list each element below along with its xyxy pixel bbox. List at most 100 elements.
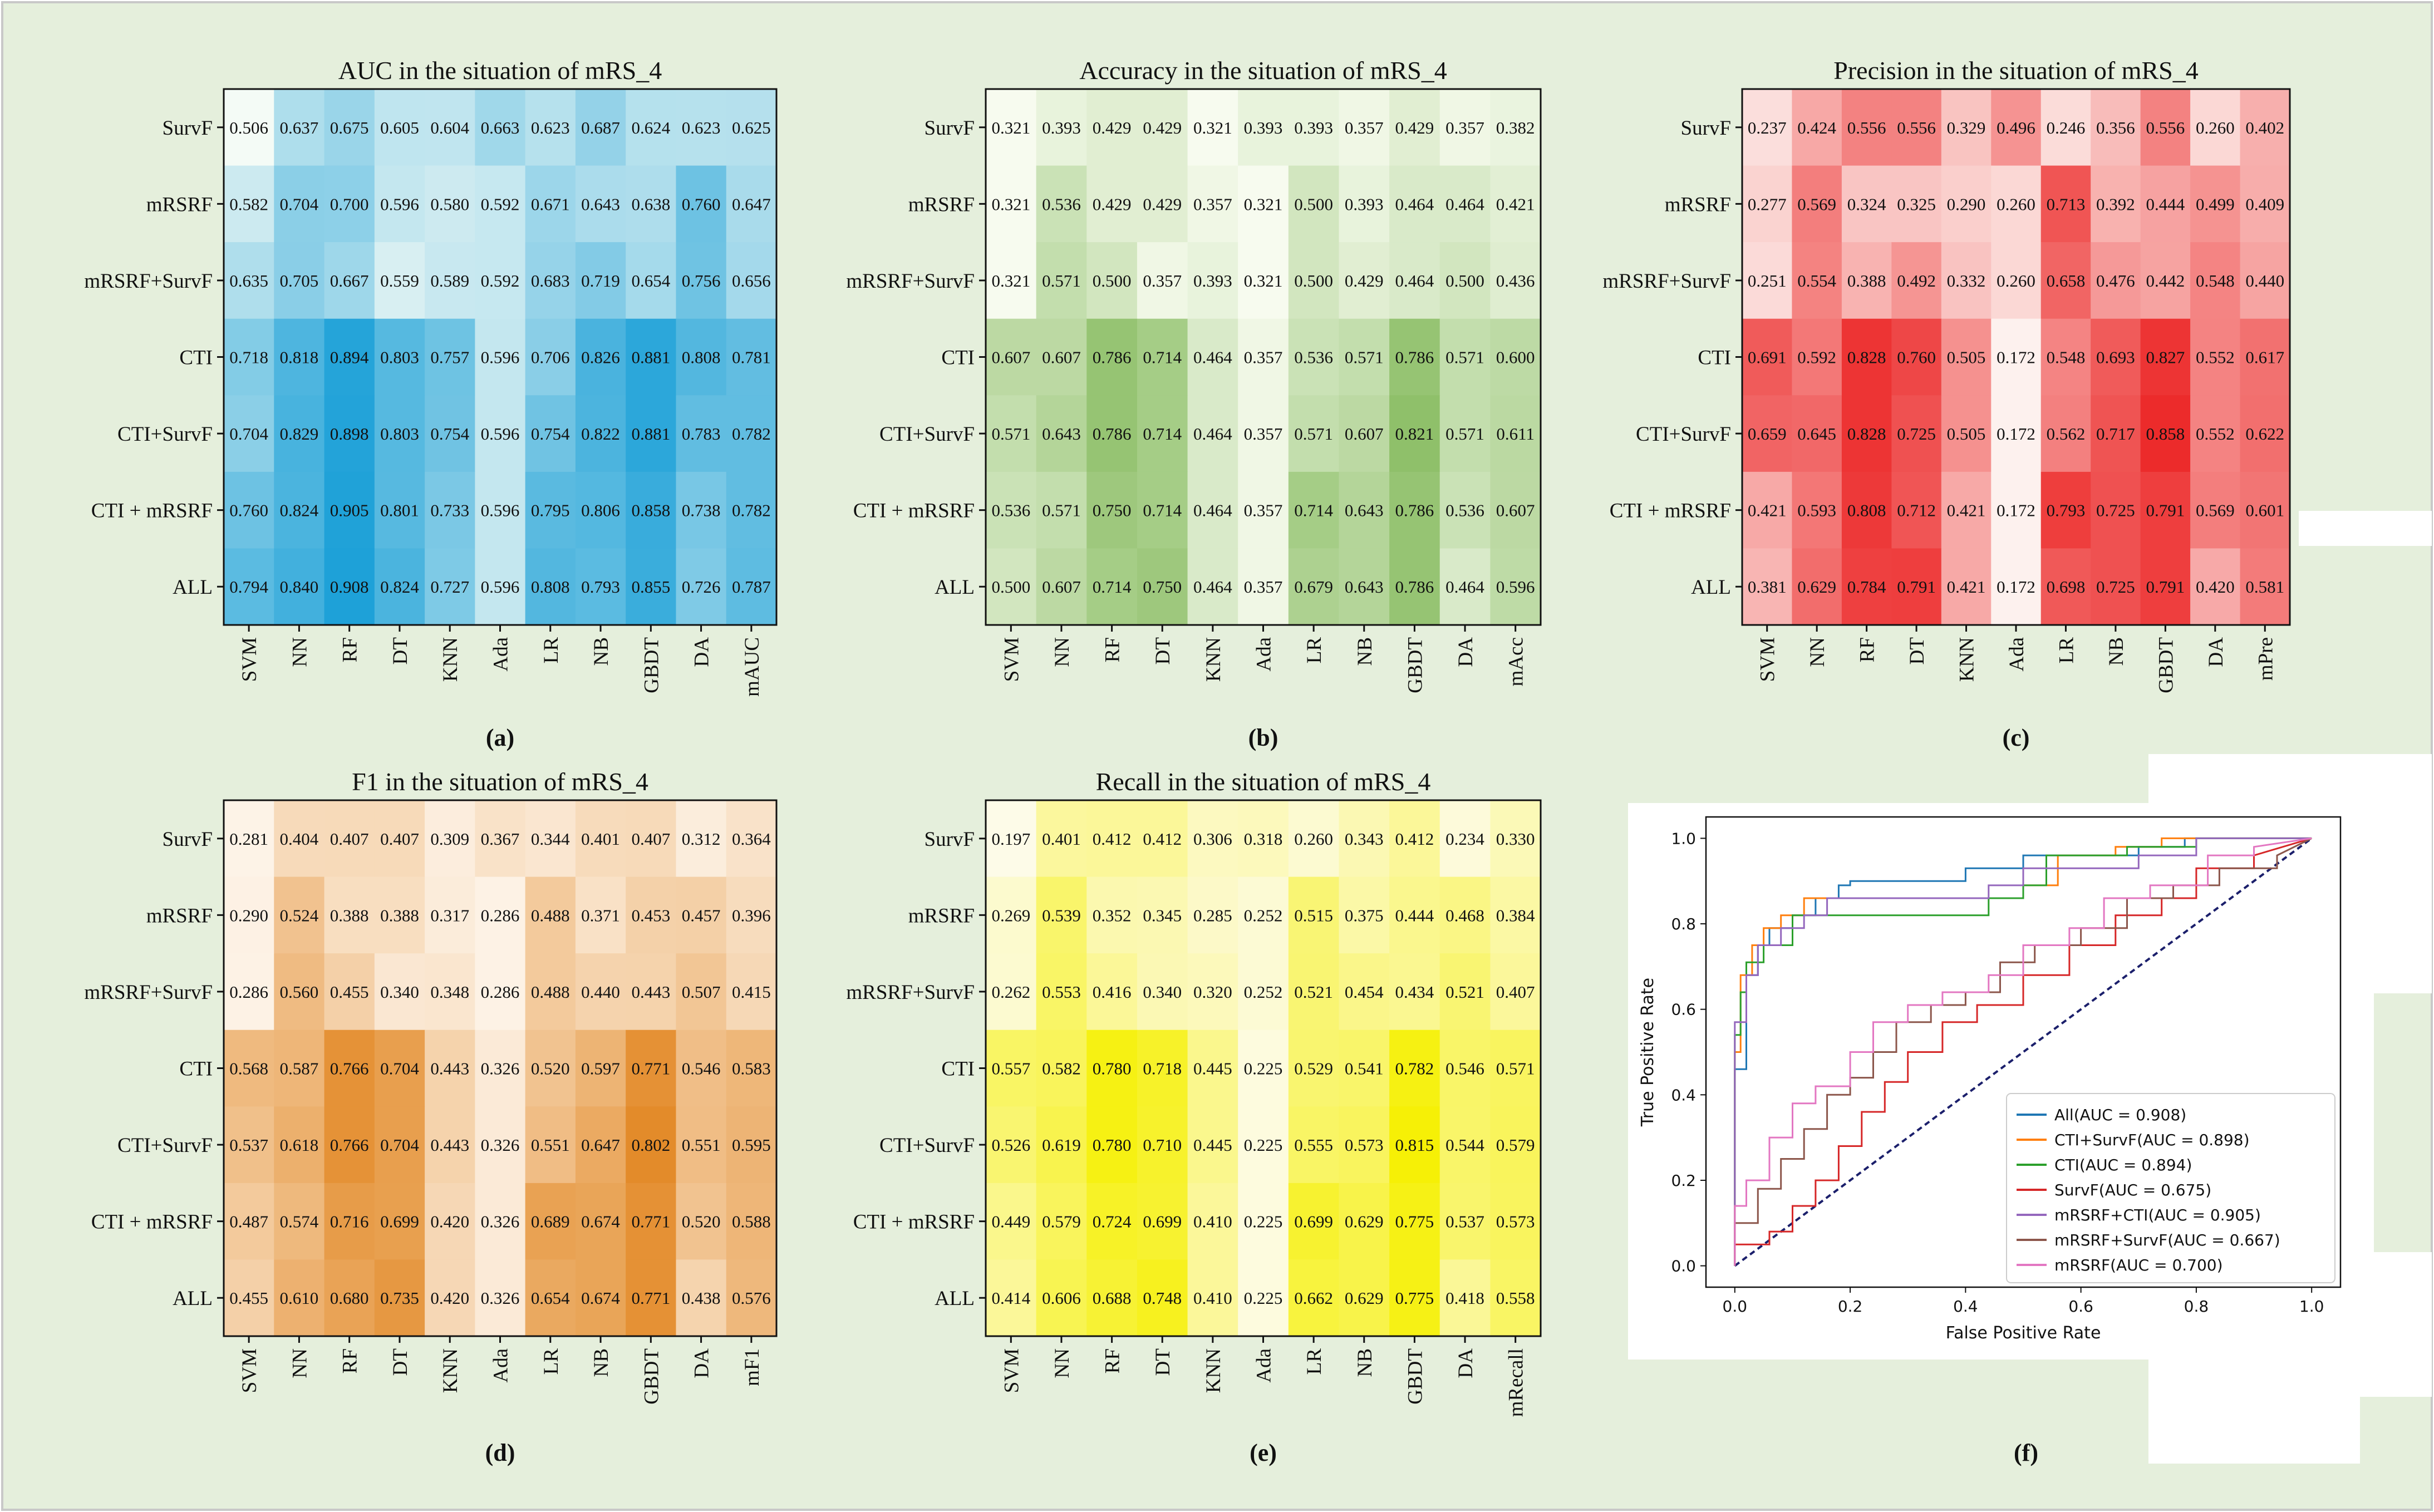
cell-value: 0.787 [732, 577, 771, 597]
cell-value: 0.505 [1947, 424, 1986, 444]
col-label: DA [691, 1348, 714, 1378]
heatmap-cell [1389, 165, 1440, 243]
heatmap-cell [1891, 165, 1942, 243]
heatmap-cell [2140, 165, 2191, 243]
cell-value: 0.826 [581, 348, 620, 367]
heatmap-cell [726, 1030, 777, 1107]
heatmap-cell [475, 1259, 526, 1337]
heatmap-cell [1238, 89, 1289, 166]
cell-value: 0.717 [2096, 424, 2135, 444]
row-label: mRSRF [146, 193, 213, 216]
heatmap-cell [425, 1183, 475, 1260]
heatmap-cell [1339, 800, 1390, 878]
row-label: ALL [935, 576, 975, 599]
heatmap-cell [1238, 395, 1289, 472]
cell-value: 0.756 [682, 271, 721, 290]
heatmap-cell [224, 89, 274, 166]
cell-value: 0.321 [1244, 194, 1283, 214]
cell-value: 0.286 [229, 982, 268, 1002]
col-label: mPre [2254, 637, 2277, 681]
heatmap-cell [1841, 242, 1892, 319]
heatmap-cell [1086, 1183, 1138, 1260]
col-label: mAUC [741, 637, 764, 697]
cell-value: 0.754 [430, 424, 469, 444]
heatmap-cell [1490, 1106, 1541, 1184]
heatmap-cell [2190, 318, 2241, 396]
heatmap-cell [1086, 1259, 1138, 1337]
cell-value: 0.487 [229, 1212, 268, 1232]
heatmap-cell [475, 89, 526, 166]
row-label: CTI + mRSRF [853, 1211, 975, 1234]
heatmap-cell [1339, 165, 1390, 243]
heatmap-cell [324, 800, 375, 878]
cell-value: 0.410 [1193, 1288, 1232, 1308]
heatmap-cell [224, 800, 274, 878]
heatmap-cell [2240, 471, 2290, 549]
cell-value: 0.309 [430, 829, 469, 849]
roc-curve [1734, 837, 2312, 1266]
cell-value: 0.727 [430, 577, 469, 597]
heatmap-cell [374, 89, 425, 166]
heatmap-cell [1086, 548, 1138, 626]
heatmap-cell [475, 1106, 526, 1184]
cell-value: 0.786 [1395, 577, 1434, 597]
cell-value: 0.705 [280, 271, 319, 290]
cell-value: 0.556 [1897, 118, 1936, 137]
cell-value: 0.420 [2196, 577, 2235, 597]
col-label: Ada [2005, 637, 2028, 672]
cell-value: 0.629 [1345, 1288, 1384, 1308]
col-label: DA [1454, 637, 1477, 667]
cell-value: 0.375 [1345, 905, 1384, 925]
heatmap-cell [575, 89, 626, 166]
cell-value: 0.568 [229, 1059, 268, 1078]
cell-value: 0.558 [1496, 1288, 1535, 1308]
cell-value: 0.290 [1947, 194, 1986, 214]
cell-value: 0.429 [1345, 271, 1384, 290]
heatmap-cell [1238, 953, 1289, 1031]
heatmap-cell [374, 165, 425, 243]
heatmap-cell [1238, 548, 1289, 626]
heatmap-cell [374, 953, 425, 1031]
cell-value: 0.718 [1143, 1059, 1182, 1078]
cell-value: 0.324 [1847, 194, 1886, 214]
cell-value: 0.643 [1345, 577, 1384, 597]
heatmap-cell [425, 318, 475, 396]
cell-value: 0.617 [2245, 348, 2284, 367]
heatmap-cell [374, 1106, 425, 1184]
heatmap-cell [2140, 89, 2191, 166]
cell-value: 0.457 [682, 905, 721, 925]
col-label: GBDT [640, 637, 663, 693]
heatmap-cell [475, 800, 526, 878]
cell-value: 0.757 [430, 348, 469, 367]
cell-value: 0.454 [1345, 982, 1384, 1002]
cell-value: 0.569 [2196, 501, 2235, 520]
heatmap-cell [324, 1030, 375, 1107]
y-tick-label: 1.0 [1671, 829, 1696, 848]
heatmap-cell [1137, 548, 1188, 626]
cell-value: 0.706 [531, 348, 570, 367]
heatmap-cell [525, 89, 576, 166]
heatmap-cell [1137, 471, 1188, 549]
heatmap-cell [1086, 395, 1138, 472]
col-label: DA [691, 637, 714, 667]
cell-value: 0.464 [1395, 194, 1434, 214]
row-label: SurvF [925, 828, 975, 851]
cell-value: 0.775 [1395, 1288, 1434, 1308]
heatmap-cell [1891, 395, 1942, 472]
heatmap-cell [1490, 1183, 1541, 1260]
cell-value: 0.524 [280, 905, 319, 925]
cell-value: 0.464 [1193, 348, 1232, 367]
cell-value: 0.714 [1143, 424, 1182, 444]
cell-value: 0.821 [1395, 424, 1434, 444]
cell-value: 0.348 [430, 982, 469, 1002]
cell-value: 0.881 [631, 424, 670, 444]
cell-value: 0.597 [581, 1059, 620, 1078]
cell-value: 0.357 [1244, 577, 1283, 597]
heatmap-cell [986, 800, 1037, 878]
cell-value: 0.464 [1445, 194, 1484, 214]
heatmap-cell [676, 800, 727, 878]
heatmap-cell [374, 318, 425, 396]
heatmap-cell [2040, 165, 2091, 243]
cell-value: 0.445 [1193, 1059, 1232, 1078]
cell-value: 0.607 [1345, 424, 1384, 444]
